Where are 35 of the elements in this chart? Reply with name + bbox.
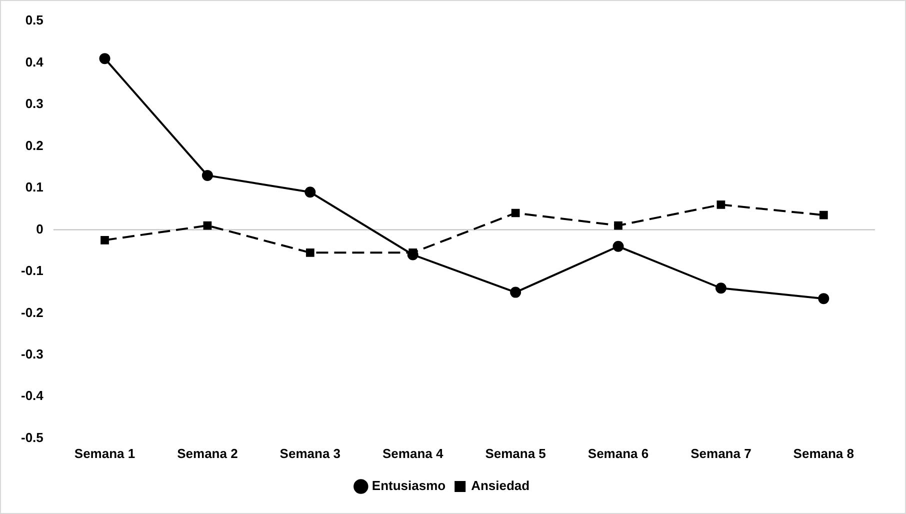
x-tick-label: Semana 2 (177, 446, 238, 461)
point (715, 282, 726, 294)
y-tick-label: 0.2 (25, 138, 44, 153)
point (99, 53, 110, 64)
x-tick-label: Semana 3 (280, 446, 340, 461)
x-tick-label: Semana 4 (382, 446, 444, 461)
point (612, 240, 624, 252)
y-tick-label: -0.5 (20, 430, 44, 445)
legend-label: Entusiasmo (372, 478, 446, 494)
x-tick-label: Semana 8 (793, 446, 854, 461)
y-tick-label: 0.4 (25, 54, 44, 70)
y-tick-label: 0.5 (25, 12, 44, 28)
point (510, 286, 522, 298)
y-tick-label: -0.1 (20, 263, 44, 278)
point (511, 208, 520, 218)
point (202, 170, 213, 181)
point (306, 248, 314, 257)
point (203, 221, 212, 230)
point (819, 210, 828, 220)
point (100, 236, 109, 244)
y-tick-label: 0.3 (25, 96, 44, 112)
point (614, 221, 622, 230)
point (818, 293, 830, 304)
y-tick-label: -0.2 (20, 304, 44, 320)
y-tick-label: 0 (36, 221, 44, 236)
x-tick-label: Semana 6 (588, 446, 649, 461)
legend-label: Ansiedad (471, 478, 530, 494)
x-tick-label: Semana 7 (690, 446, 752, 461)
point (304, 186, 316, 198)
point (716, 200, 726, 209)
y-tick-label: -0.3 (20, 346, 44, 362)
y-tick-label: 0.1 (25, 180, 44, 195)
x-tick-label: Semana 1 (74, 446, 136, 461)
x-tick-label: Semana 5 (485, 446, 546, 461)
y-tick-label: -0.4 (20, 388, 44, 404)
